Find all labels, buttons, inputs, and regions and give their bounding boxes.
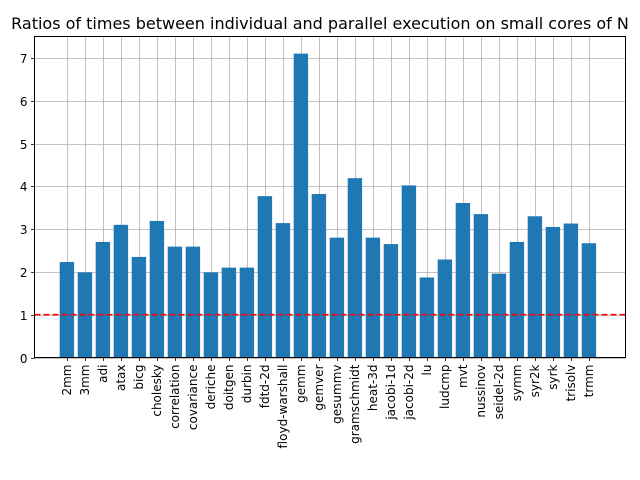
x-tick-label: durbin [240, 365, 254, 404]
bar-syr2k [527, 216, 543, 358]
x-tick-label: mvt [456, 364, 470, 388]
x-tick-label: adi [96, 365, 110, 383]
chart-title: Ratios of times between individual and p… [11, 14, 629, 33]
bar-jacobi-1d [383, 244, 399, 358]
y-tick-label: 6 [20, 95, 28, 109]
bar-mvt [455, 202, 471, 358]
x-tick-label: 2mm [60, 365, 74, 396]
y-tick-label: 2 [20, 266, 28, 280]
bar-syrk [545, 226, 561, 358]
bar-doitgen [221, 267, 237, 358]
bar-seidel-2d [491, 273, 507, 358]
bar-adi [95, 241, 111, 358]
y-axis: 0 1 2 3 4 5 6 7 [20, 52, 35, 366]
bar-gemver [311, 194, 327, 358]
x-tick-label: trmm [582, 365, 596, 398]
x-tick-label: trisolv [564, 365, 578, 402]
x-tick-label: ludcmp [438, 365, 452, 409]
y-tick-label: 4 [20, 180, 28, 194]
x-tick-label: cholesky [150, 365, 164, 417]
bar-durbin [239, 267, 255, 358]
bars [59, 53, 597, 358]
x-tick-label: lu [420, 365, 434, 376]
x-tick-label: gemver [312, 364, 326, 410]
bar-gesummv [329, 237, 345, 358]
x-tick-label: deriche [204, 365, 218, 410]
bar-heat-3d [365, 237, 381, 358]
y-tick-label: 7 [20, 52, 28, 66]
bar-cholesky [149, 220, 165, 358]
x-tick-label: jacobi-2d [402, 365, 416, 421]
x-tick-label: heat-3d [366, 365, 380, 412]
y-tick-label: 0 [20, 352, 28, 366]
x-tick-label: syr2k [528, 364, 542, 397]
bar-covariance [185, 246, 201, 358]
bar-ludcmp [437, 259, 453, 358]
plot-frame [34, 36, 626, 358]
x-tick-label: syrk [546, 364, 560, 389]
bar-nussinov [473, 214, 489, 358]
x-tick-label: nussinov [474, 365, 488, 418]
bar-gemm [293, 53, 309, 358]
bar-jacobi-2d [401, 185, 417, 358]
x-tick-label: fdtd-2d [258, 365, 272, 409]
x-tick-label: gemm [294, 365, 308, 403]
x-tick-label: gesummv [330, 365, 344, 424]
y-tick-label: 3 [20, 223, 28, 237]
x-tick-label: atax [114, 365, 128, 392]
x-tick-label: gramschmidt [348, 364, 362, 444]
bar-gramschmidt [347, 178, 363, 358]
bar-trmm [581, 243, 597, 358]
bar-atax [113, 224, 129, 358]
bar-trisolv [563, 223, 579, 358]
x-axis: 2mm 3mm adi atax bicg cholesky correlation cova… [60, 357, 596, 449]
bar-lu [419, 277, 435, 358]
x-tick-label: doitgen [222, 365, 236, 411]
x-tick-label: jacobi-1d [384, 365, 398, 421]
x-tick-label: floyd-warshall [276, 365, 290, 449]
x-tick-label: 3mm [78, 365, 92, 396]
bar-bicg [131, 256, 147, 358]
bar-floyd-warshall [275, 223, 291, 358]
x-tick-label: symm [510, 365, 524, 402]
y-tick-label: 5 [20, 138, 28, 152]
bar-fdtd-2d [257, 196, 273, 358]
y-tick-label: 1 [20, 309, 28, 323]
bar-symm [509, 241, 525, 358]
x-tick-label: seidel-2d [492, 365, 506, 420]
bar-correlation [167, 246, 183, 358]
bar-2mm [59, 262, 75, 358]
x-tick-label: bicg [132, 365, 146, 390]
x-tick-label: covariance [186, 365, 200, 431]
x-tick-label: correlation [168, 365, 182, 429]
